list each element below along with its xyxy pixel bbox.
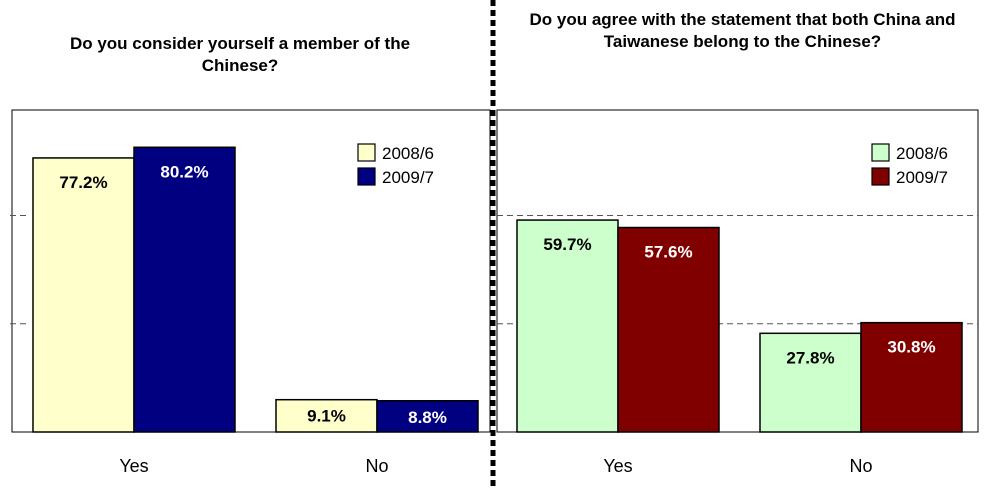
category-label-right-no: No: [849, 456, 872, 476]
category-label-right-yes: Yes: [603, 456, 632, 476]
legend-label-left-2008-6: 2008/6: [382, 144, 434, 163]
legend-swatch-left-2009-7: [357, 167, 376, 186]
category-label-left-yes: Yes: [119, 456, 148, 476]
bar-right-no-2009-7: [860, 321, 963, 433]
data-label-right-yes-2008-6: 59.7%: [543, 235, 591, 254]
bar-left-no-2008-6: [275, 398, 378, 433]
plot-frame-right: [496, 109, 979, 433]
category-label-left-no: No: [365, 456, 388, 476]
data-label-right-no-2008-6: 27.8%: [786, 348, 834, 367]
bar-right-yes-2008-6: [516, 219, 619, 433]
chart-title-right: Do you agree with the statement that bot…: [529, 10, 956, 51]
legend-swatch-right-2009-7: [871, 167, 890, 186]
chart-title-left: Do you consider yourself a member of the…: [69, 34, 411, 75]
bar-left-yes-2009-7: [133, 146, 236, 433]
bar-right-yes-2009-7: [617, 226, 720, 433]
data-label-left-no-2008-6: 9.1%: [307, 407, 346, 426]
legend-label-left-2009-7: 2009/7: [382, 168, 434, 187]
data-label-left-yes-2009-7: 80.2%: [160, 162, 208, 181]
data-label-left-no-2009-7: 8.8%: [408, 408, 447, 427]
legend-swatch-left-2008-6: [357, 143, 376, 162]
legend-label-right-2008-6: 2008/6: [896, 144, 948, 163]
bar-left-yes-2008-6: [32, 157, 135, 433]
legend-swatch-right-2008-6: [871, 143, 890, 162]
data-label-right-yes-2009-7: 57.6%: [644, 243, 692, 262]
data-label-left-yes-2008-6: 77.2%: [59, 173, 107, 192]
data-label-right-no-2009-7: 30.8%: [887, 338, 935, 357]
bar-right-no-2008-6: [759, 332, 862, 433]
bar-left-no-2009-7: [376, 400, 479, 433]
legend-label-right-2009-7: 2009/7: [896, 168, 948, 187]
plot-frame-left: [11, 109, 491, 433]
